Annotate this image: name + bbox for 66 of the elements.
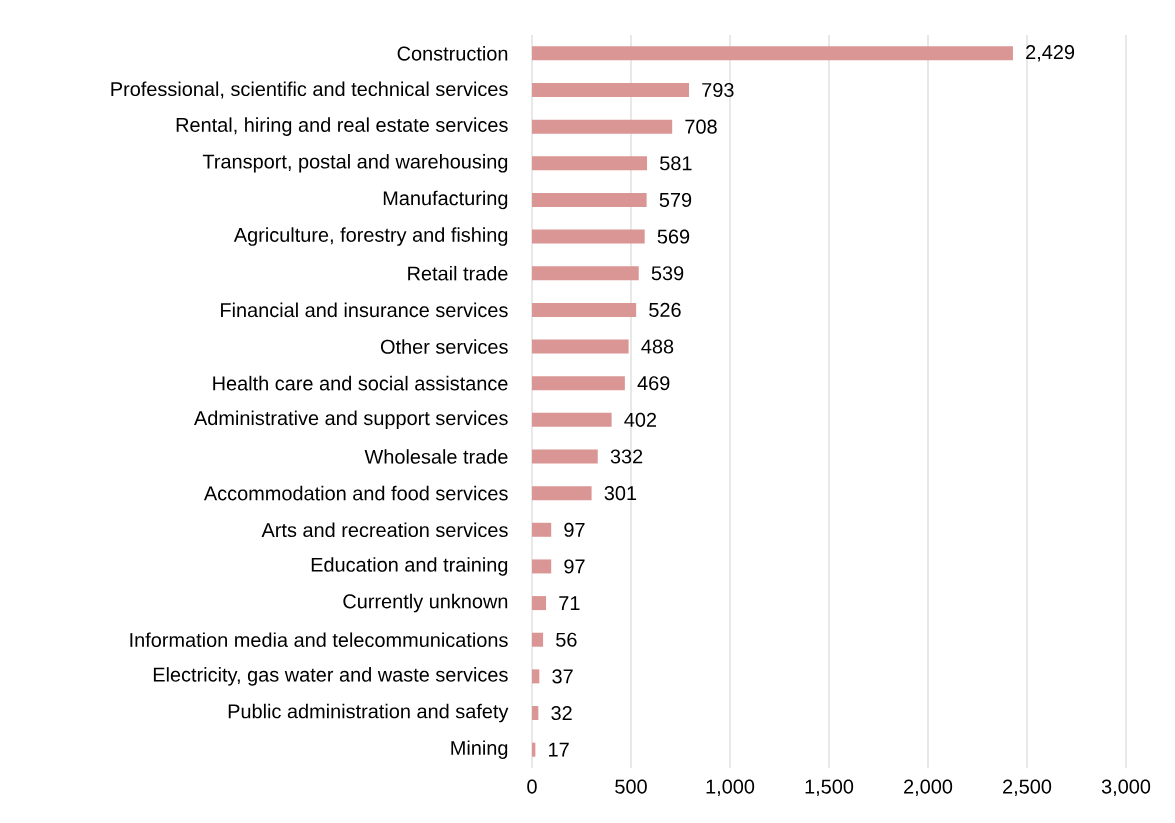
data-label: 71 <box>559 596 580 610</box>
y-tick-label: Health care and social assistance <box>213 375 508 391</box>
y-tick-label: Other services <box>380 339 508 354</box>
x-tick-label: 3,000 <box>1101 779 1151 796</box>
data-label: 301 <box>604 486 637 501</box>
data-label: 581 <box>660 156 692 171</box>
data-label: 526 <box>649 302 681 317</box>
bar <box>532 119 673 134</box>
y-tick-label: Rental, hiring and real estate services <box>176 117 508 136</box>
data-label: 37 <box>552 669 573 684</box>
bar <box>532 669 540 684</box>
bar <box>532 596 547 611</box>
data-label: 97 <box>564 559 585 574</box>
y-tick-label: Accommodation and food services <box>203 485 508 501</box>
bar <box>532 229 645 244</box>
y-tick-label: Professional, scientific and technical services <box>111 81 508 99</box>
bar <box>532 412 612 427</box>
y-tick-label: Arts and recreation services <box>261 522 508 538</box>
y-tick-label: Administrative and support services <box>194 410 508 430</box>
bar <box>532 82 690 97</box>
data-label: 32 <box>551 705 572 721</box>
data-label: 469 <box>637 376 670 391</box>
bar <box>532 46 1013 61</box>
data-label: 97 <box>564 522 585 537</box>
y-tick-label: Manufacturing <box>383 190 508 210</box>
data-label: 402 <box>624 412 657 427</box>
data-label: 17 <box>549 742 569 757</box>
bar <box>532 486 592 501</box>
y-tick-label: Currently unknown <box>343 593 508 613</box>
x-tick-label: 0 <box>527 779 537 794</box>
data-label: 2,429 <box>1026 45 1075 62</box>
y-tick-label: Transport, postal and warehousing <box>202 153 508 173</box>
y-tick-label: Public administration and safety <box>228 703 509 723</box>
y-tick-label: Electricity, gas water and waste services <box>153 667 508 686</box>
data-label: 569 <box>657 229 690 244</box>
y-tick-label: Retail trade <box>408 265 508 281</box>
y-tick-label: Financial and insurance services <box>221 302 508 318</box>
x-tick-label: 1,500 <box>805 779 854 796</box>
data-label: 488 <box>641 339 674 354</box>
data-label: 332 <box>610 449 643 464</box>
data-label: 56 <box>556 632 577 647</box>
bar <box>532 156 648 171</box>
data-label: 539 <box>651 266 684 281</box>
data-label: 793 <box>702 82 734 98</box>
y-tick-label: Information media and telecommunications <box>130 632 508 648</box>
y-tick-label: Mining <box>451 740 508 759</box>
bar <box>532 706 539 721</box>
x-tick-label: 1,000 <box>706 779 755 796</box>
data-label: 708 <box>685 119 717 134</box>
bar <box>532 376 625 391</box>
bar <box>532 449 598 464</box>
bar <box>532 302 637 317</box>
bar <box>532 192 647 207</box>
x-tick-label: 500 <box>615 779 647 794</box>
x-tick-label: 2,000 <box>904 779 953 796</box>
bar <box>532 522 552 537</box>
data-label: 579 <box>659 192 692 207</box>
bar <box>532 632 544 647</box>
bar <box>532 266 639 281</box>
y-tick-label: Agriculture, forestry and fishing <box>233 227 508 246</box>
bar <box>532 339 629 354</box>
bar <box>532 559 552 574</box>
y-tick-label: Wholesale trade <box>364 449 508 464</box>
x-tick-label: 2,500 <box>1003 779 1052 796</box>
y-tick-label: Construction <box>397 46 508 61</box>
y-tick-label: Education and training <box>311 557 508 576</box>
